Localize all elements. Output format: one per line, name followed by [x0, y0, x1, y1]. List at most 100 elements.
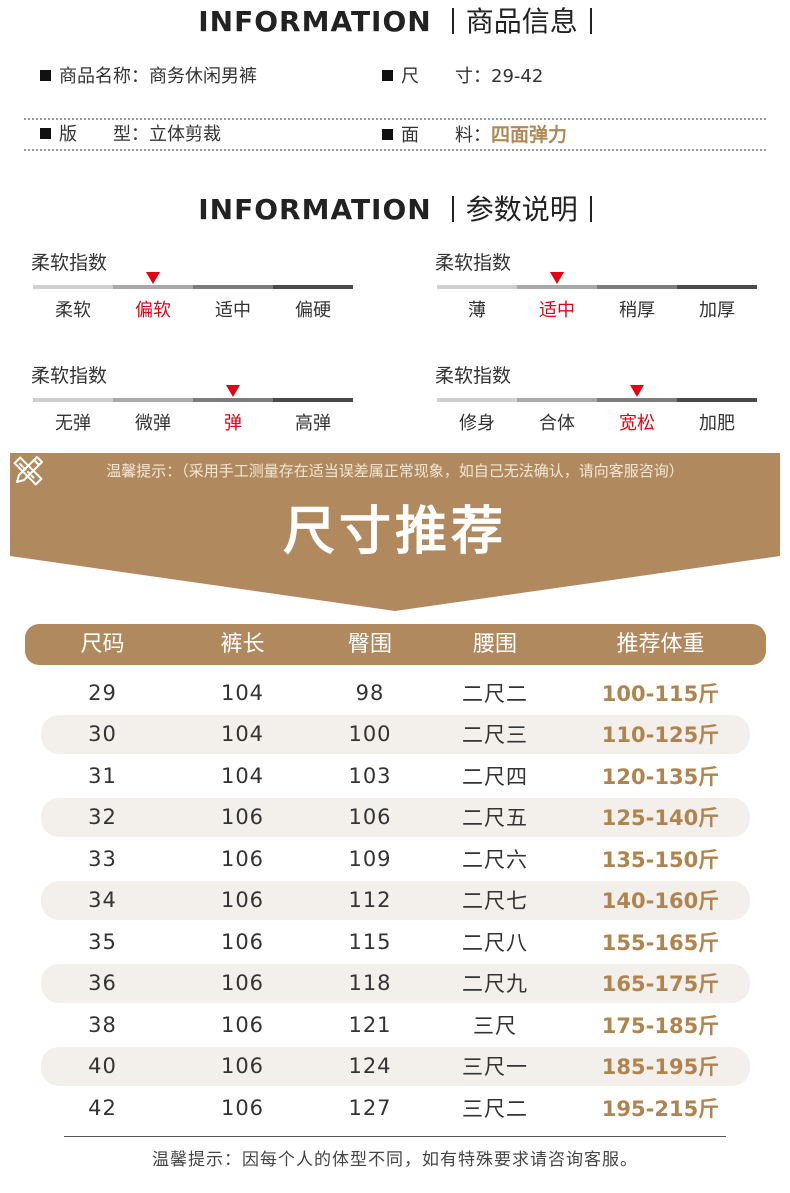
cell-waist: 二尺七	[462, 889, 528, 914]
heading-cn: 参数说明	[465, 193, 578, 226]
square-bullet-icon	[382, 129, 393, 140]
table-row: 35 106 115 二尺八 155-165斤	[25, 921, 766, 963]
info-label: 面 料：	[401, 125, 491, 146]
header-cell-weight: 推荐体重	[616, 632, 705, 657]
table-row: 32 106 106 二尺五 125-140斤	[25, 797, 766, 839]
scale-segment	[677, 398, 757, 402]
header-cell-length: 裤长	[220, 632, 265, 657]
square-bullet-icon	[40, 70, 51, 81]
heading-separator	[451, 196, 454, 222]
table-row: 29 104 98 二尺二 100-115斤	[25, 672, 766, 714]
heading-separator	[589, 8, 592, 34]
scale-option: 薄	[468, 300, 486, 321]
scale-segment	[113, 398, 193, 402]
cell-waist: 二尺八	[462, 930, 528, 955]
cell-size: 38	[88, 1012, 117, 1037]
cell-hip: 121	[348, 1012, 392, 1037]
info-row-2: 版 型：立体剪裁 面 料：四面弹力	[24, 120, 766, 151]
scale-bar	[33, 285, 353, 289]
scale-option: 加肥	[699, 413, 735, 434]
cell-hip: 115	[348, 929, 392, 954]
cell-hip: 112	[348, 888, 392, 913]
cell-size: 34	[88, 888, 117, 913]
heading-en: INFORMATION	[198, 193, 432, 226]
cell-waist: 二尺五	[462, 806, 528, 831]
table-row: 34 106 112 二尺七 140-160斤	[25, 880, 766, 922]
scale-title: 柔软指数	[31, 365, 108, 387]
cell-waist: 二尺四	[462, 764, 528, 789]
cell-length: 106	[220, 929, 265, 954]
cell-hip: 127	[348, 1095, 392, 1120]
scale-option: 加厚	[699, 300, 735, 321]
cell-waist: 三尺	[473, 1013, 517, 1038]
cell-waist: 二尺九	[462, 972, 528, 997]
scale-option: 稍厚	[619, 300, 655, 321]
info-row-1: 商品名称：商务休闲男裤 尺 寸：29-42	[24, 62, 766, 120]
cell-length: 104	[220, 722, 265, 747]
banner-tip: 温馨提示：（采用手工测量存在适当误差属正常现象，如自己无法确认，请向客服咨询）	[106, 462, 684, 480]
square-bullet-icon	[382, 70, 393, 81]
scale-segment	[193, 398, 273, 402]
scale-option: 适中	[539, 300, 575, 321]
header-cell-hip: 臀围	[347, 632, 392, 657]
scale-segment	[437, 285, 517, 289]
scale-option: 适中	[215, 300, 251, 321]
scale-segment	[193, 285, 273, 289]
scale-title: 柔软指数	[31, 252, 108, 274]
table-row: 42 106 127 三尺二 195-215斤	[25, 1087, 766, 1129]
scale-bar	[437, 398, 757, 402]
header-cell-waist: 腰围	[472, 632, 517, 657]
cell-size: 31	[88, 763, 117, 788]
cell-weight: 175-185斤	[601, 1013, 720, 1038]
cell-waist: 二尺二	[462, 681, 528, 706]
cell-length: 106	[220, 846, 265, 871]
scale-segment	[33, 285, 113, 289]
cell-length: 106	[220, 1095, 265, 1120]
scale-option: 合体	[539, 413, 575, 434]
ruler-pencil-icon	[13, 456, 43, 486]
square-bullet-icon	[40, 128, 51, 139]
header-cell-size: 尺码	[80, 632, 125, 657]
cell-hip: 118	[348, 971, 392, 996]
scale-segment	[517, 398, 597, 402]
scale-marker-icon	[226, 385, 240, 397]
table-row: 33 106 109 二尺六 135-150斤	[25, 838, 766, 880]
cell-waist: 二尺三	[462, 723, 528, 748]
scale-option: 弹	[224, 413, 242, 434]
cell-waist: 三尺二	[462, 1096, 528, 1121]
info-size: 尺 寸：29-42	[382, 62, 543, 88]
scale-title: 柔软指数	[435, 252, 512, 274]
cell-hip: 98	[355, 680, 385, 705]
heading-separator	[589, 196, 592, 222]
table-row: 38 106 121 三尺 175-185斤	[25, 1004, 766, 1046]
footer-tip: 温馨提示：因每个人的体型不同，如有特殊要求请咨询客服。	[152, 1150, 638, 1170]
scale-marker-icon	[550, 272, 564, 284]
cell-weight: 135-150斤	[601, 847, 720, 872]
scale-segment	[273, 398, 353, 402]
cell-length: 106	[220, 1012, 265, 1037]
scale-marker-icon	[630, 385, 644, 397]
table-row: 40 106 124 三尺一 185-195斤	[25, 1046, 766, 1088]
cell-waist: 三尺一	[462, 1055, 528, 1080]
cell-weight: 165-175斤	[601, 972, 720, 997]
cell-length: 106	[220, 888, 265, 913]
scale-segment	[273, 285, 353, 289]
scale-option: 修身	[459, 413, 495, 434]
scale-option: 无弹	[55, 413, 91, 434]
scale-segment	[517, 285, 597, 289]
cell-size: 29	[88, 680, 117, 705]
cell-hip: 124	[348, 1054, 392, 1079]
scale-bar	[33, 398, 353, 402]
heading-separator	[451, 8, 454, 34]
cell-weight: 125-140斤	[601, 806, 720, 831]
cell-size: 33	[88, 846, 117, 871]
scale-segment	[597, 285, 677, 289]
cell-length: 106	[220, 1054, 265, 1079]
info-value: 29-42	[491, 66, 544, 87]
cell-weight: 140-160斤	[601, 889, 720, 914]
cell-size: 40	[88, 1054, 117, 1079]
cell-length: 106	[220, 971, 265, 996]
scale-segment	[113, 285, 193, 289]
cell-waist: 二尺六	[462, 847, 528, 872]
scale-labels: 修身 合体 宽松 加肥	[437, 409, 757, 435]
